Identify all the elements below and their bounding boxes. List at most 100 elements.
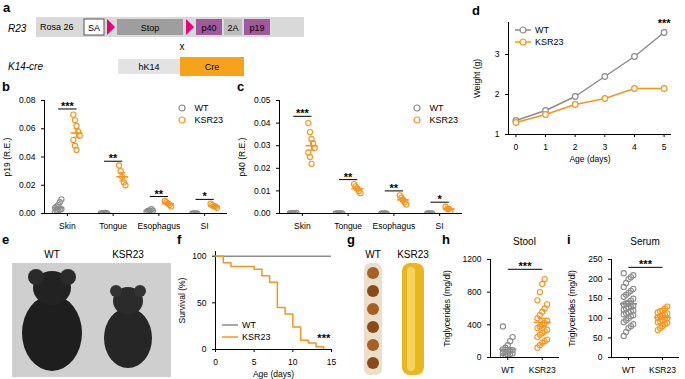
svg-text:250: 250: [588, 254, 602, 264]
svg-text:1200: 1200: [463, 254, 482, 264]
svg-text:*: *: [202, 190, 207, 202]
svg-text:R23: R23: [8, 23, 27, 34]
svg-text:SA: SA: [88, 23, 100, 33]
svg-text:WT: WT: [501, 365, 514, 375]
svg-text:0.06: 0.06: [19, 123, 36, 133]
svg-text:***: ***: [61, 100, 75, 112]
svg-text:**: **: [390, 182, 399, 194]
svg-text:p40 (R.E.): p40 (R.E.): [237, 137, 247, 176]
svg-text:***: ***: [296, 107, 310, 119]
svg-text:0.04: 0.04: [254, 118, 271, 128]
svg-text:SI: SI: [201, 221, 209, 231]
svg-text:p19 (R.E.): p19 (R.E.): [2, 137, 12, 176]
svg-text:50: 50: [593, 333, 603, 343]
html-text:b: b: [2, 79, 10, 94]
svg-text:2: 2: [495, 89, 500, 99]
svg-text:50: 50: [197, 298, 207, 308]
svg-text:KSR23: KSR23: [649, 365, 676, 375]
svg-text:0: 0: [598, 352, 603, 362]
svg-text:10: 10: [288, 357, 298, 367]
html-text:KSR23: KSR23: [429, 115, 458, 125]
html-text:WT: WT: [194, 103, 209, 113]
html-text:h: h: [442, 232, 450, 247]
svg-text:Esophagus: Esophagus: [138, 221, 181, 231]
svg-text:KSR23: KSR23: [397, 249, 429, 260]
svg-text:0.00: 0.00: [19, 208, 36, 218]
svg-text:0.00: 0.00: [254, 208, 271, 218]
svg-text:***: ***: [519, 260, 533, 272]
svg-text:p19: p19: [249, 23, 264, 33]
svg-text:Tongue: Tongue: [99, 221, 127, 231]
svg-text:WT: WT: [622, 365, 635, 375]
svg-text:0: 0: [477, 352, 482, 362]
svg-text:WT: WT: [365, 249, 381, 260]
svg-text:Weight (g): Weight (g): [472, 59, 482, 98]
html-text:KSR23: KSR23: [194, 115, 223, 125]
html-text:Stool: Stool: [513, 236, 536, 247]
svg-text:a: a: [3, 0, 11, 15]
svg-text:Triglycerides (mg/dl): Triglycerides (mg/dl): [567, 270, 577, 347]
svg-text:5: 5: [662, 142, 667, 152]
svg-text:p40: p40: [201, 23, 216, 33]
svg-text:Esophagus: Esophagus: [373, 221, 416, 231]
svg-text:15: 15: [327, 357, 337, 367]
html-text:WT: WT: [535, 25, 549, 35]
svg-text:KSR23: KSR23: [112, 249, 144, 260]
svg-text:2: 2: [573, 142, 578, 152]
svg-text:Age (days): Age (days): [253, 369, 294, 379]
svg-text:x: x: [180, 41, 185, 52]
svg-text:0.01: 0.01: [254, 186, 271, 196]
html-text:Serum: Serum: [630, 236, 660, 247]
svg-text:0.03: 0.03: [254, 140, 271, 150]
html-text:WT: WT: [242, 320, 256, 330]
svg-text:2A: 2A: [227, 23, 238, 33]
svg-text:0: 0: [514, 142, 519, 152]
svg-text:SI: SI: [436, 221, 444, 231]
svg-text:0.05: 0.05: [254, 95, 271, 105]
svg-text:3: 3: [602, 142, 607, 152]
svg-text:0.02: 0.02: [254, 163, 271, 173]
svg-text:***: ***: [658, 17, 672, 29]
svg-text:150: 150: [588, 293, 602, 303]
svg-text:***: ***: [639, 258, 653, 270]
svg-text:0.08: 0.08: [19, 95, 36, 105]
svg-text:Stop: Stop: [141, 23, 160, 33]
svg-text:Skin: Skin: [294, 221, 311, 231]
svg-text:400: 400: [467, 320, 481, 330]
svg-text:***: ***: [317, 332, 331, 344]
svg-text:Cre: Cre: [205, 62, 220, 72]
svg-text:K14-cre: K14-cre: [8, 61, 43, 72]
svg-text:800: 800: [467, 287, 481, 297]
html-text:KSR23: KSR23: [242, 332, 271, 342]
svg-text:0: 0: [213, 357, 218, 367]
svg-text:KSR23: KSR23: [529, 365, 556, 375]
svg-text:**: **: [344, 171, 353, 183]
svg-text:**: **: [109, 152, 118, 164]
svg-text:hK14: hK14: [138, 62, 159, 72]
svg-text:200: 200: [588, 274, 602, 284]
svg-text:3: 3: [495, 49, 500, 59]
svg-text:Survival (%): Survival (%): [177, 277, 187, 323]
html-text:c: c: [237, 79, 245, 94]
html-text:WT: WT: [429, 103, 444, 113]
svg-text:0.04: 0.04: [19, 152, 36, 162]
svg-text:Tongue: Tongue: [334, 221, 362, 231]
svg-text:Rosa 26: Rosa 26: [40, 22, 74, 32]
svg-text:1: 1: [495, 129, 500, 139]
svg-text:5: 5: [252, 357, 257, 367]
svg-text:*: *: [437, 193, 442, 205]
svg-text:WT: WT: [44, 249, 60, 260]
svg-text:100: 100: [588, 313, 602, 323]
svg-text:**: **: [155, 188, 164, 200]
svg-text:Skin: Skin: [59, 221, 76, 231]
svg-text:Age (days): Age (days): [569, 154, 610, 164]
svg-text:1: 1: [543, 142, 548, 152]
html-text:KSR23: KSR23: [535, 37, 564, 47]
svg-text:100: 100: [192, 251, 206, 261]
html-text:e: e: [2, 232, 10, 247]
svg-text:4: 4: [632, 142, 637, 152]
svg-text:0: 0: [202, 344, 207, 354]
html-text:d: d: [472, 3, 480, 18]
svg-text:Triglycerides (mg/dl): Triglycerides (mg/dl): [442, 270, 452, 347]
svg-text:0.02: 0.02: [19, 180, 36, 190]
